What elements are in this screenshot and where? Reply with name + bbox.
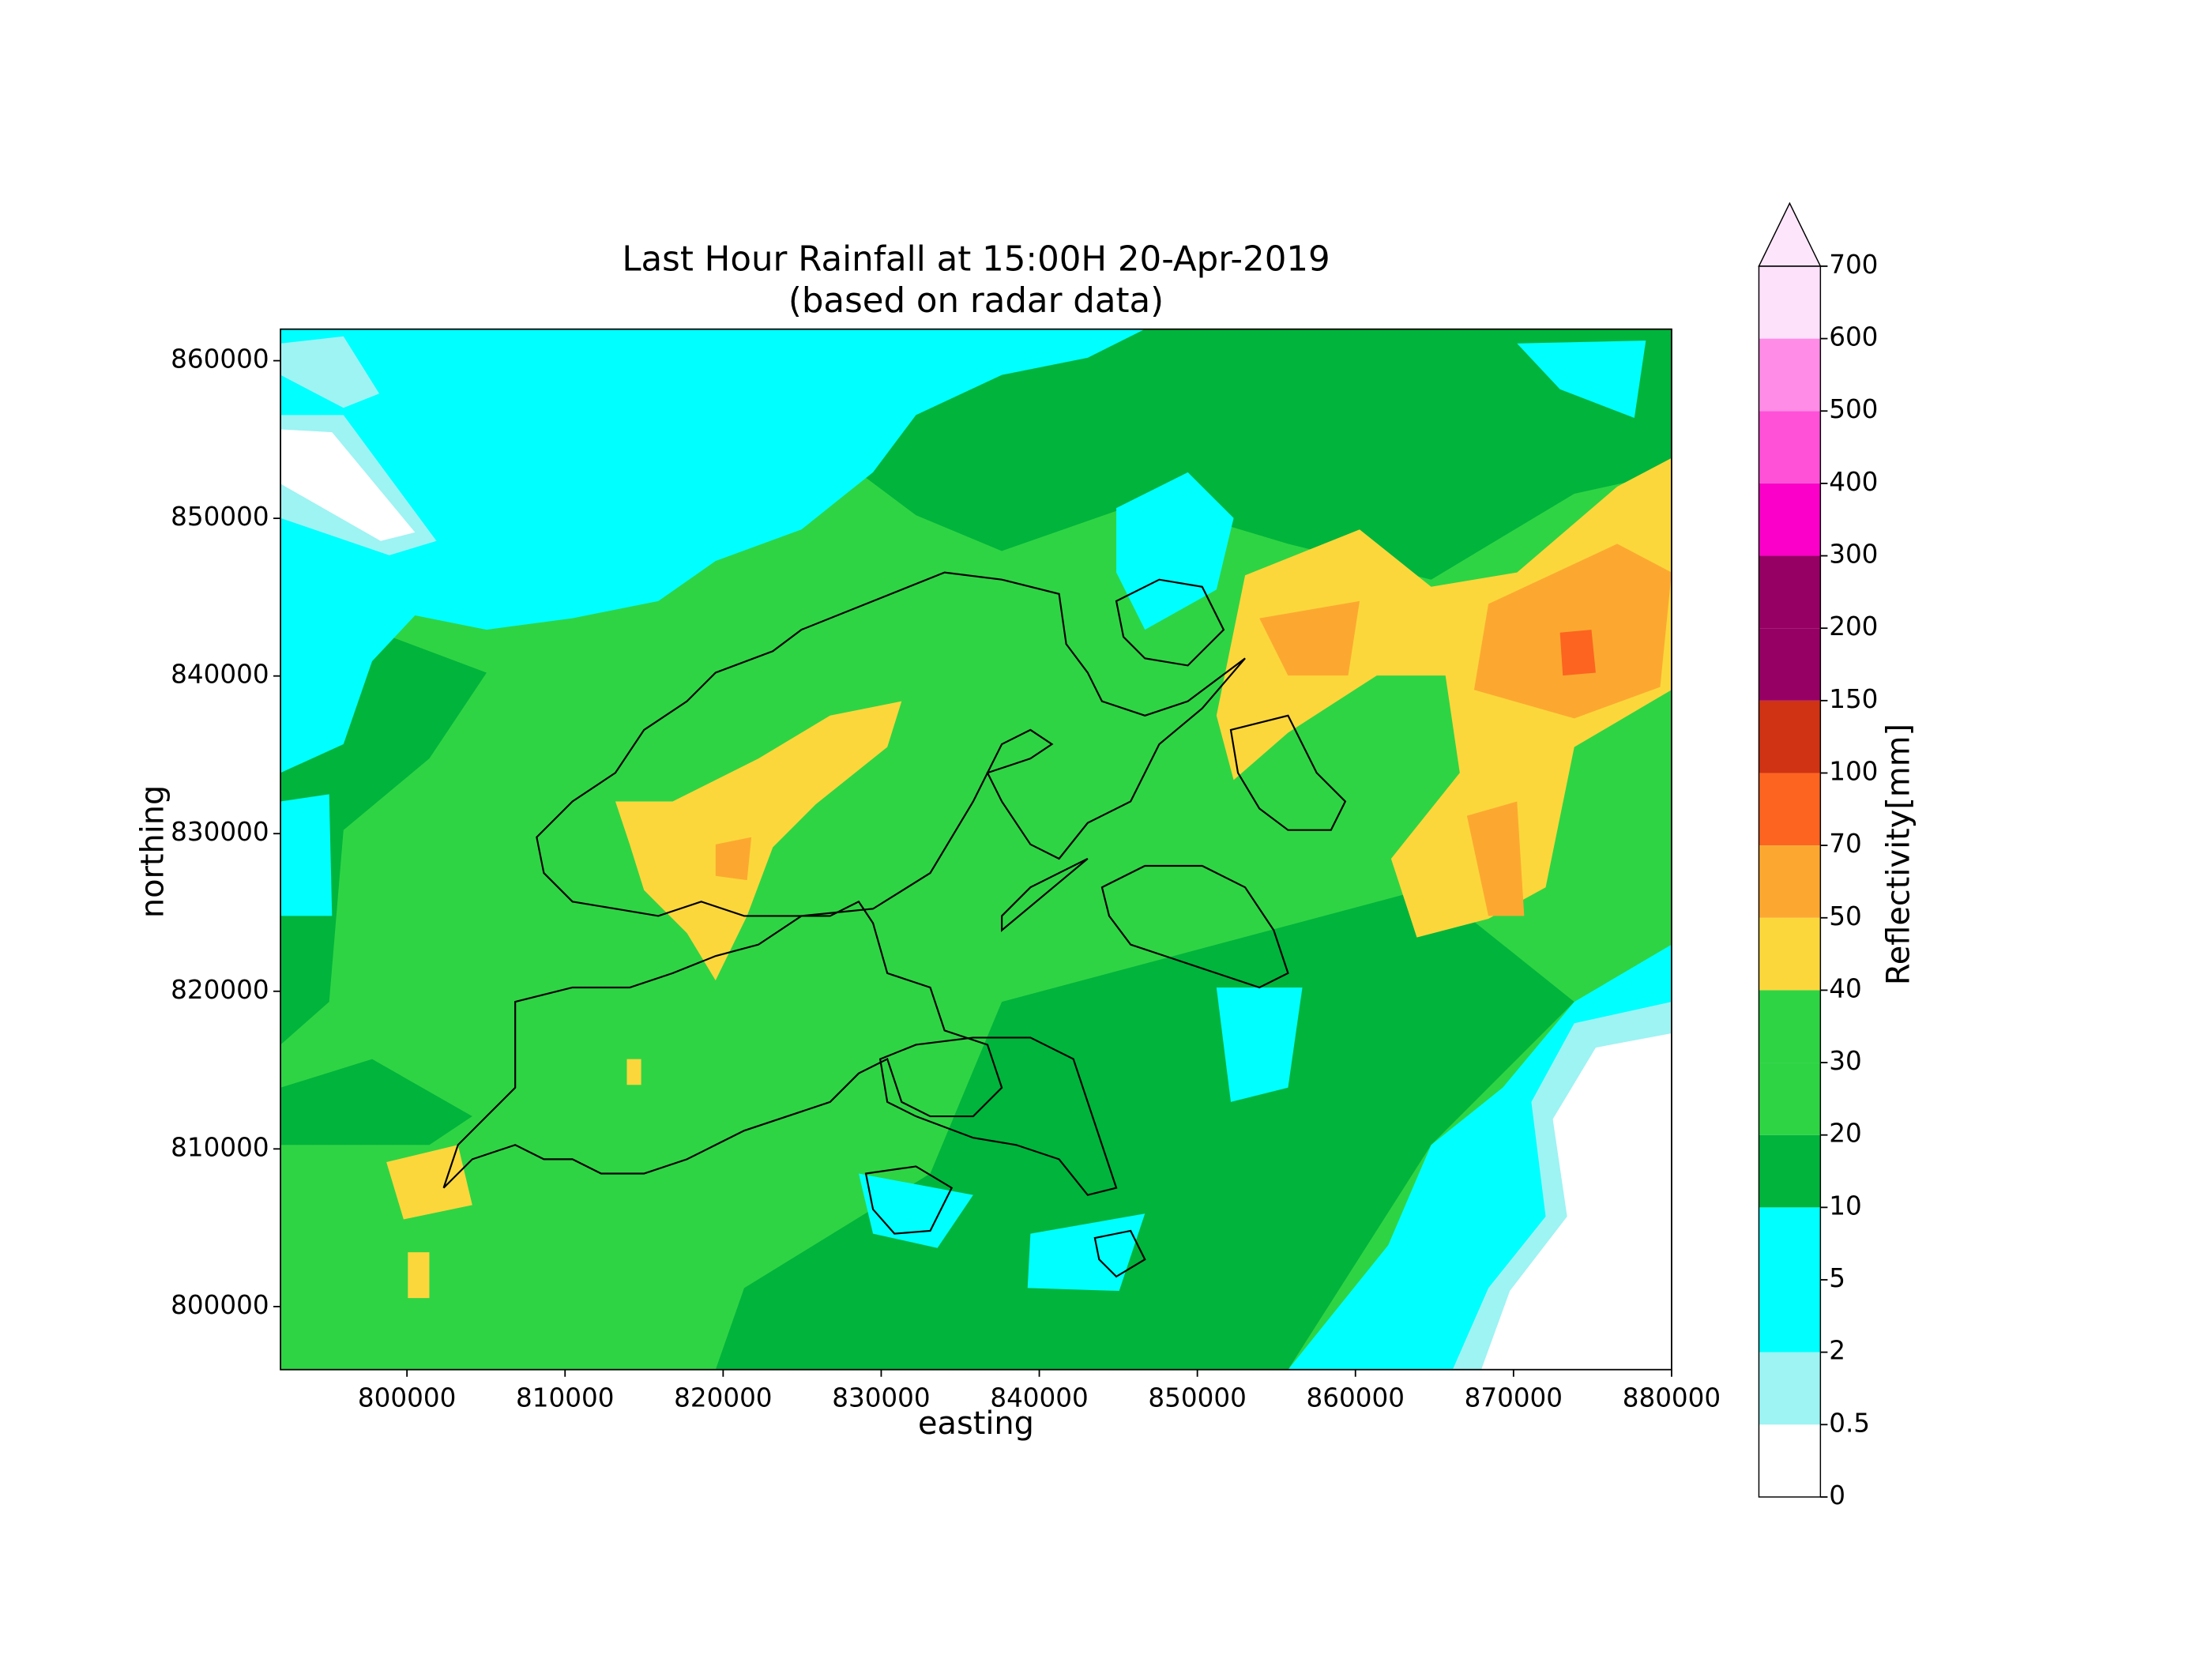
colorbar-segment [1759, 1424, 1821, 1497]
colorbar-label: Reflectivity[mm] [1881, 724, 1917, 985]
y-tick-label: 840000 [171, 660, 269, 690]
colorbar-segment [1759, 1352, 1821, 1425]
colorbar-tick-label: 30 [1829, 1046, 1861, 1076]
rain-region [280, 794, 333, 916]
y-tick-label: 860000 [171, 344, 269, 374]
rain-region [1559, 630, 1596, 676]
rain-region [1466, 801, 1525, 916]
rain-region [280, 1059, 472, 1146]
y-tick-label: 830000 [171, 817, 269, 847]
colorbar-segment [1759, 411, 1821, 483]
x-tick-label: 800000 [358, 1383, 456, 1413]
colorbar-tick-label: 5 [1829, 1263, 1845, 1293]
colorbar-tick-label: 40 [1829, 973, 1861, 1003]
colorbar-segment [1759, 628, 1821, 701]
colorbar-segment [1759, 773, 1821, 846]
colorbar-segment [1759, 700, 1821, 773]
rain-region [773, 329, 1672, 580]
colorbar-segment [1759, 845, 1821, 918]
chart-title: Last Hour Rainfall at 15:00H 20-Apr-2019 [622, 239, 1330, 279]
rain-region [408, 1252, 430, 1299]
colorbar-segment [1759, 338, 1821, 412]
rain-region [1517, 340, 1646, 418]
coastline [1229, 714, 1347, 831]
coastline [1001, 857, 1089, 932]
coastline [864, 1165, 954, 1235]
colorbar-tick-label: 100 [1829, 756, 1878, 786]
colorbar-tick-label: 70 [1829, 829, 1861, 859]
rain-region [1473, 544, 1672, 719]
colorbar-tick-label: 600 [1829, 322, 1878, 352]
y-tick-label: 820000 [171, 975, 269, 1005]
coastline [878, 1036, 1118, 1196]
y-tick-label: 810000 [171, 1132, 269, 1162]
colorbar-tick-label: 0.5 [1829, 1408, 1870, 1438]
colorbar-tick-label: 50 [1829, 901, 1861, 931]
colorbar-tick-label: 150 [1829, 684, 1878, 714]
x-tick-label: 880000 [1623, 1383, 1721, 1413]
colorbar-segment [1759, 990, 1821, 1063]
rain-region [280, 429, 416, 541]
x-tick-label: 840000 [990, 1383, 1088, 1413]
colorbar-frame [1758, 265, 1822, 1498]
rain-region [858, 1173, 973, 1248]
colorbar-segment [1759, 1207, 1821, 1280]
colorbar-segment [1759, 1134, 1821, 1208]
colorbar-tick-label: 300 [1829, 540, 1878, 570]
x-tick-label: 810000 [516, 1383, 614, 1413]
colorbar-tick-label: 10 [1829, 1191, 1861, 1221]
y-tick-label: 800000 [171, 1290, 269, 1320]
rain-region [715, 887, 1574, 1370]
colorbar-extend [1758, 201, 1822, 267]
colorbar-tick-label: 400 [1829, 467, 1878, 497]
rain-region [386, 1145, 472, 1220]
plot-frame [280, 328, 1672, 1371]
colorbar-tick-label: 500 [1829, 394, 1878, 424]
x-axis-label: easting [918, 1405, 1034, 1442]
rain-region [715, 837, 752, 881]
colorbar-segment [1759, 1279, 1821, 1352]
chart-subtitle: (based on radar data) [788, 281, 1164, 321]
colorbar-tick-label: 20 [1829, 1119, 1861, 1149]
coastline [1100, 864, 1289, 989]
rain-region [626, 1059, 641, 1085]
rain-region [1259, 600, 1360, 676]
rain-field [280, 329, 1672, 1370]
y-axis-label: northing [135, 785, 171, 918]
colorbar-tick-label: 700 [1829, 250, 1878, 280]
rain-region [280, 336, 380, 408]
axes: 800000 810000 820000 830000 840000 850000 8600… [171, 344, 1721, 1413]
colorbar-segment [1759, 265, 1821, 339]
x-tick-label: 850000 [1148, 1383, 1246, 1413]
colorbar-tick-label: 200 [1829, 611, 1878, 641]
x-tick-label: 870000 [1465, 1383, 1563, 1413]
coastline [1115, 578, 1225, 667]
colorbar-segment [1759, 1063, 1821, 1135]
x-tick-label: 820000 [674, 1383, 772, 1413]
colorbar-segment [1759, 483, 1821, 556]
rain-region [1216, 988, 1303, 1102]
coastline [1093, 1229, 1146, 1278]
x-tick-label: 830000 [832, 1383, 930, 1413]
coastline [442, 900, 1003, 1189]
coastline [536, 571, 1246, 917]
colorbar-tick-label: 0 [1829, 1480, 1845, 1510]
rain-region [280, 329, 1146, 773]
rain-region [615, 701, 902, 980]
rain-region [1481, 1033, 1672, 1370]
colorbar: 0 0.5 2 5 10 20 30 40 50 70 100 150 200 300 400 500 600 7… [1758, 201, 1878, 1510]
x-tick-label: 860000 [1307, 1383, 1405, 1413]
colorbar-segment [1759, 917, 1821, 991]
colorbar-tick-label: 2 [1829, 1336, 1845, 1366]
colorbar-segment [1759, 555, 1821, 629]
y-tick-label: 850000 [171, 502, 269, 532]
